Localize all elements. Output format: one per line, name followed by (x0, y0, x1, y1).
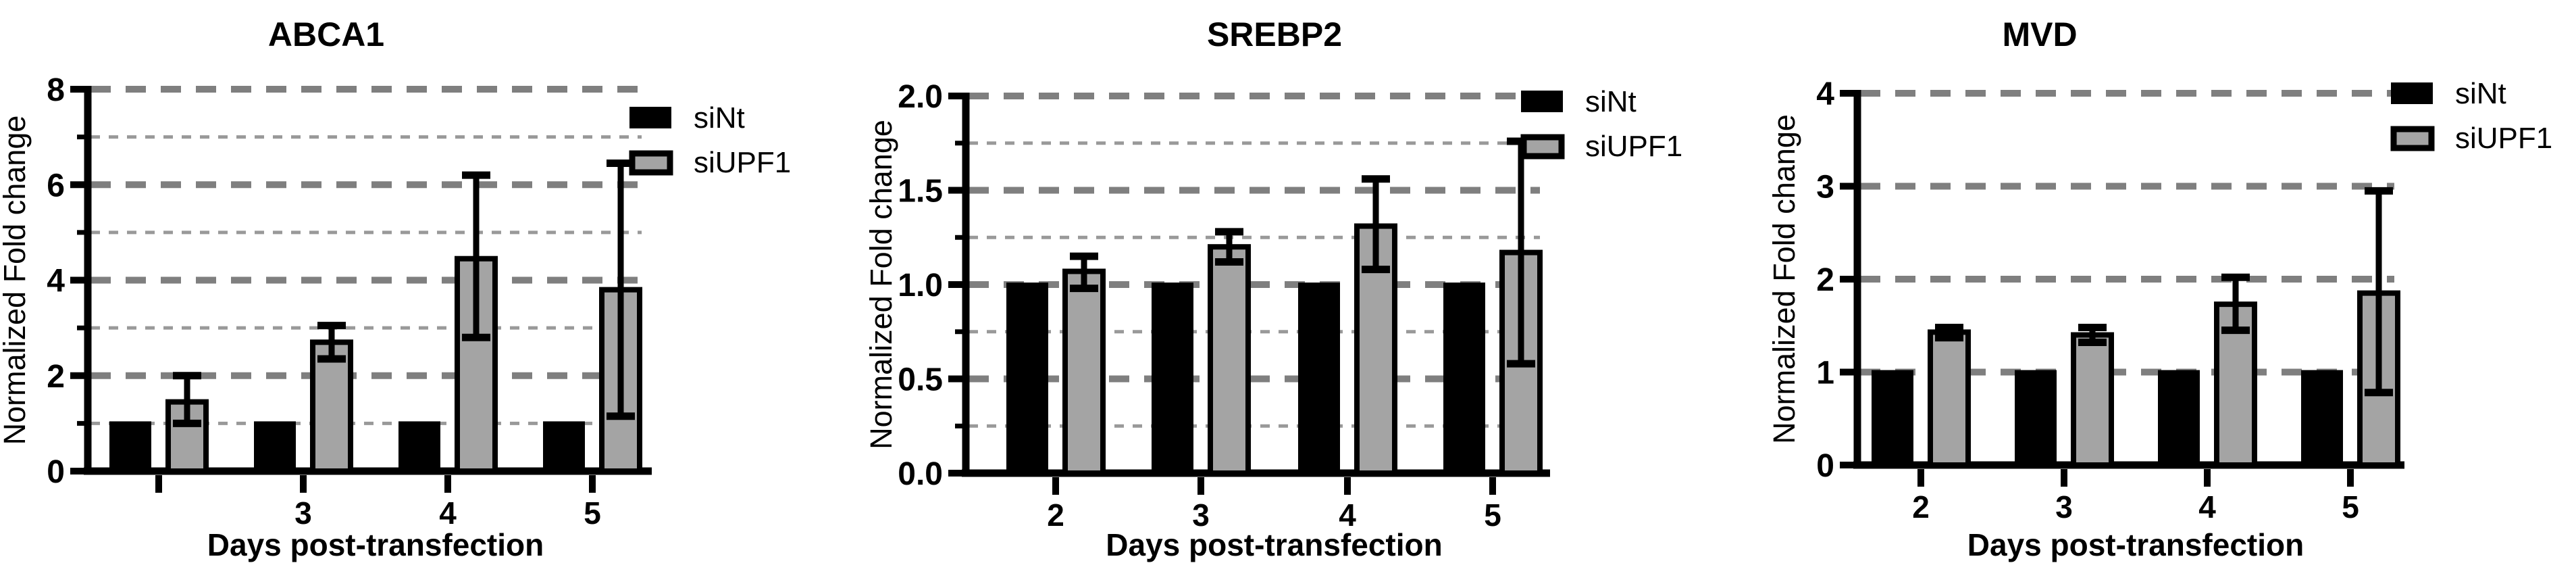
error-bar-siUPF1-day-2 (173, 372, 201, 427)
x-tick-label-day-5: 5 (2342, 489, 2359, 525)
x-tick-label-day-4: 4 (2198, 489, 2216, 525)
y-tick-label: 2 (47, 359, 65, 395)
y-tick-label: 3 (1816, 170, 1834, 205)
x-tick-label-day-5: 5 (584, 495, 601, 531)
bar-siUPF1-day-3 (2071, 332, 2114, 468)
x-axis-title: Days post-transfection (1967, 527, 2304, 562)
y-tick-label: 1.5 (898, 174, 943, 210)
x-axis-title: Days post-transfection (1106, 527, 1442, 562)
legend: siNt siUPF1 (2390, 77, 2552, 155)
y-axis-title: Normalized Fold change (0, 116, 32, 445)
x-tick-label-day-3: 3 (294, 495, 312, 531)
x-tick-label-day-3: 3 (1192, 497, 1210, 533)
y-tick-label: 4 (47, 264, 65, 299)
legend-swatch-siUPF1 (2390, 126, 2435, 151)
bar-siUPF1-day-2 (1928, 329, 1971, 468)
error-bar-siUPF1-day-3 (1215, 228, 1243, 266)
legend-swatch-siUPF1 (629, 150, 673, 176)
y-tick-label: 2 (1816, 262, 1834, 298)
panel-ABCA1: 0 2 4 6 8 3 4 5 ABCA1 Days post-transfection Norma… (0, 16, 791, 562)
y-tick-label: 1 (1816, 356, 1834, 391)
x-tick-label-day-4: 4 (439, 495, 457, 531)
error-bar-siUPF1-day-2 (1070, 252, 1098, 293)
legend-label-siNt: siNt (2455, 77, 2506, 110)
bar-siUPF1-day-3 (1208, 244, 1251, 476)
y-tick-label: 0 (1816, 448, 1834, 484)
y-tick-label: 6 (47, 168, 65, 203)
y-tick-label: 0 (47, 454, 65, 490)
error-bar-siUPF1-day-3 (317, 322, 346, 363)
y-axis-title: Normalized Fold change (864, 120, 898, 449)
chart-title-ABCA1: ABCA1 (268, 16, 384, 53)
legend-label-siUPF1: siUPF1 (2455, 122, 2552, 155)
x-tick-label-day-4: 4 (1339, 497, 1356, 533)
y-tick-label: 8 (47, 72, 65, 108)
error-bar-siUPF1-day-3 (2078, 324, 2107, 346)
error-bar-siUPF1-day-2 (1935, 324, 1963, 342)
bar-siUPF1-day-3 (310, 339, 353, 474)
panel-MVD: 0 1 2 3 4 2 3 4 5 MVD Days post-transfection Normal… (1767, 16, 2552, 562)
bar-siNt-day-3 (254, 421, 296, 473)
legend-swatch-siNt (1521, 91, 1563, 112)
legend-label-siNt: siNt (1585, 85, 1637, 118)
legend-swatch-siNt (629, 107, 671, 128)
y-tick-label: 4 (1816, 76, 1834, 112)
error-bar-siUPF1-day-4 (462, 171, 490, 341)
x-tick-label-day-2: 2 (1047, 497, 1064, 533)
chart-title-MVD: MVD (2002, 16, 2077, 53)
y-tick-label: 2.0 (898, 79, 943, 115)
bar-siNt-day-2 (1872, 370, 1913, 467)
y-axis-title: Normalized Fold change (1767, 114, 1801, 444)
bar-siNt-day-2 (109, 421, 151, 473)
y-tick-label: 0.5 (898, 362, 943, 398)
x-tick-label-day-2: 2 (1912, 489, 1930, 525)
bar-siUPF1-day-2 (1062, 268, 1106, 476)
legend-swatch-siNt (2391, 82, 2433, 104)
error-bar-siUPF1-day-5 (2365, 187, 2393, 397)
bar-siNt-day-2 (1006, 283, 1048, 475)
x-axis-title: Days post-transfection (207, 527, 544, 562)
bar-siNt-day-3 (2015, 370, 2057, 467)
bar-siNt-day-4 (1298, 283, 1340, 475)
bar-siNt-day-5 (543, 421, 585, 473)
legend: siNt siUPF1 (1520, 85, 1682, 163)
panel-SREBP2: 0.0 0.5 1.0 1.5 2.0 2 3 4 5 SREBP2 Days post-trans… (864, 16, 1682, 562)
bar-siNt-day-5 (1443, 283, 1485, 475)
legend-label-siUPF1: siUPF1 (694, 146, 791, 179)
bar-siNt-day-4 (398, 421, 440, 473)
y-tick-label: 0.0 (898, 456, 943, 492)
bar-siNt-day-4 (2158, 370, 2200, 467)
bar-siNt-day-5 (2301, 370, 2343, 467)
y-tick-label: 1.0 (898, 268, 943, 303)
chart-title-SREBP2: SREBP2 (1207, 16, 1342, 53)
error-bar-siUPF1-day-4 (2221, 273, 2250, 335)
bar-siNt-day-3 (1152, 283, 1193, 475)
legend-label-siUPF1: siUPF1 (1585, 130, 1682, 163)
error-bar-siUPF1-day-4 (1362, 175, 1390, 274)
x-tick-label-day-5: 5 (1484, 497, 1501, 533)
legend-label-siNt: siNt (694, 101, 745, 135)
legend: siNt siUPF1 (629, 101, 791, 179)
legend-swatch-siUPF1 (1520, 134, 1565, 160)
x-tick-label-day-3: 3 (2055, 489, 2073, 525)
